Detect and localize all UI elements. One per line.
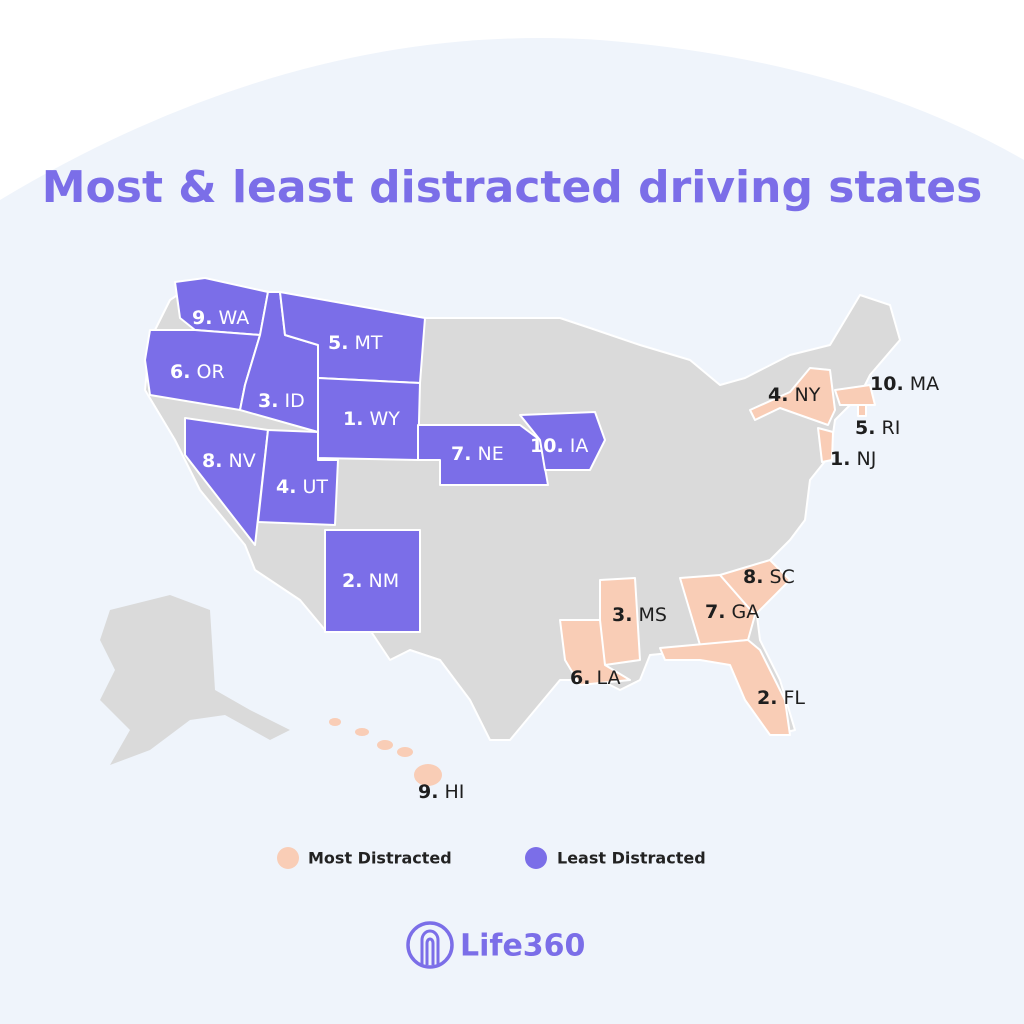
state-ma [834,384,876,406]
state-hi [414,764,442,786]
state-fl [659,639,791,736]
state-label: 4. UT [276,476,328,498]
title: Most & least distracted driving states [42,162,983,213]
state-label: 7. GA [705,601,759,623]
state-ga [679,574,756,646]
state-label: 9. WA [192,307,249,329]
logo: Life360 [406,921,585,969]
state-hi [355,728,369,736]
state-ia [519,411,606,471]
logo-icon [406,921,454,969]
state-label: 1. NJ [830,448,876,470]
map [100,277,901,786]
state-ne [417,424,549,486]
state-label: 8. NV [202,450,256,472]
legend-swatch [525,847,547,869]
state-label: 3. MS [612,604,667,626]
logo-text: Life360 [460,929,585,964]
legend: Most Distracted Least Distracted [277,847,706,869]
state-label: 10. IA [530,435,588,457]
legend-label: Most Distracted [308,849,452,868]
state-label: 10. MA [870,373,939,395]
state-label: 7. NE [451,443,504,465]
state-label: 9. HI [418,781,464,803]
state-hi [329,718,341,726]
state-la [559,619,631,686]
state-nj [817,427,834,463]
legend-swatch [277,847,299,869]
logo-icon-inner [420,929,440,965]
state-ri [857,404,867,417]
state-label: 4. NY [768,384,821,406]
state-label: 6. LA [570,667,621,689]
state-label: 6. OR [170,361,225,383]
state-hi [397,747,413,757]
alaska [100,595,290,765]
state-label: 1. WY [343,408,400,430]
legend-label: Least Distracted [557,849,706,868]
state-label: 2. FL [757,687,805,709]
state-ut [257,429,339,526]
state-label: 5. RI [855,417,900,439]
state-nm [324,529,421,633]
state-label: 8. SC [743,566,795,588]
state-ny [749,367,836,426]
state-sc [719,559,791,616]
state-label: 3. ID [258,390,305,412]
state-hi [377,740,393,750]
state-label: 5. MT [328,332,383,354]
state-nv [184,417,269,546]
state-label: 2. NM [342,570,399,592]
